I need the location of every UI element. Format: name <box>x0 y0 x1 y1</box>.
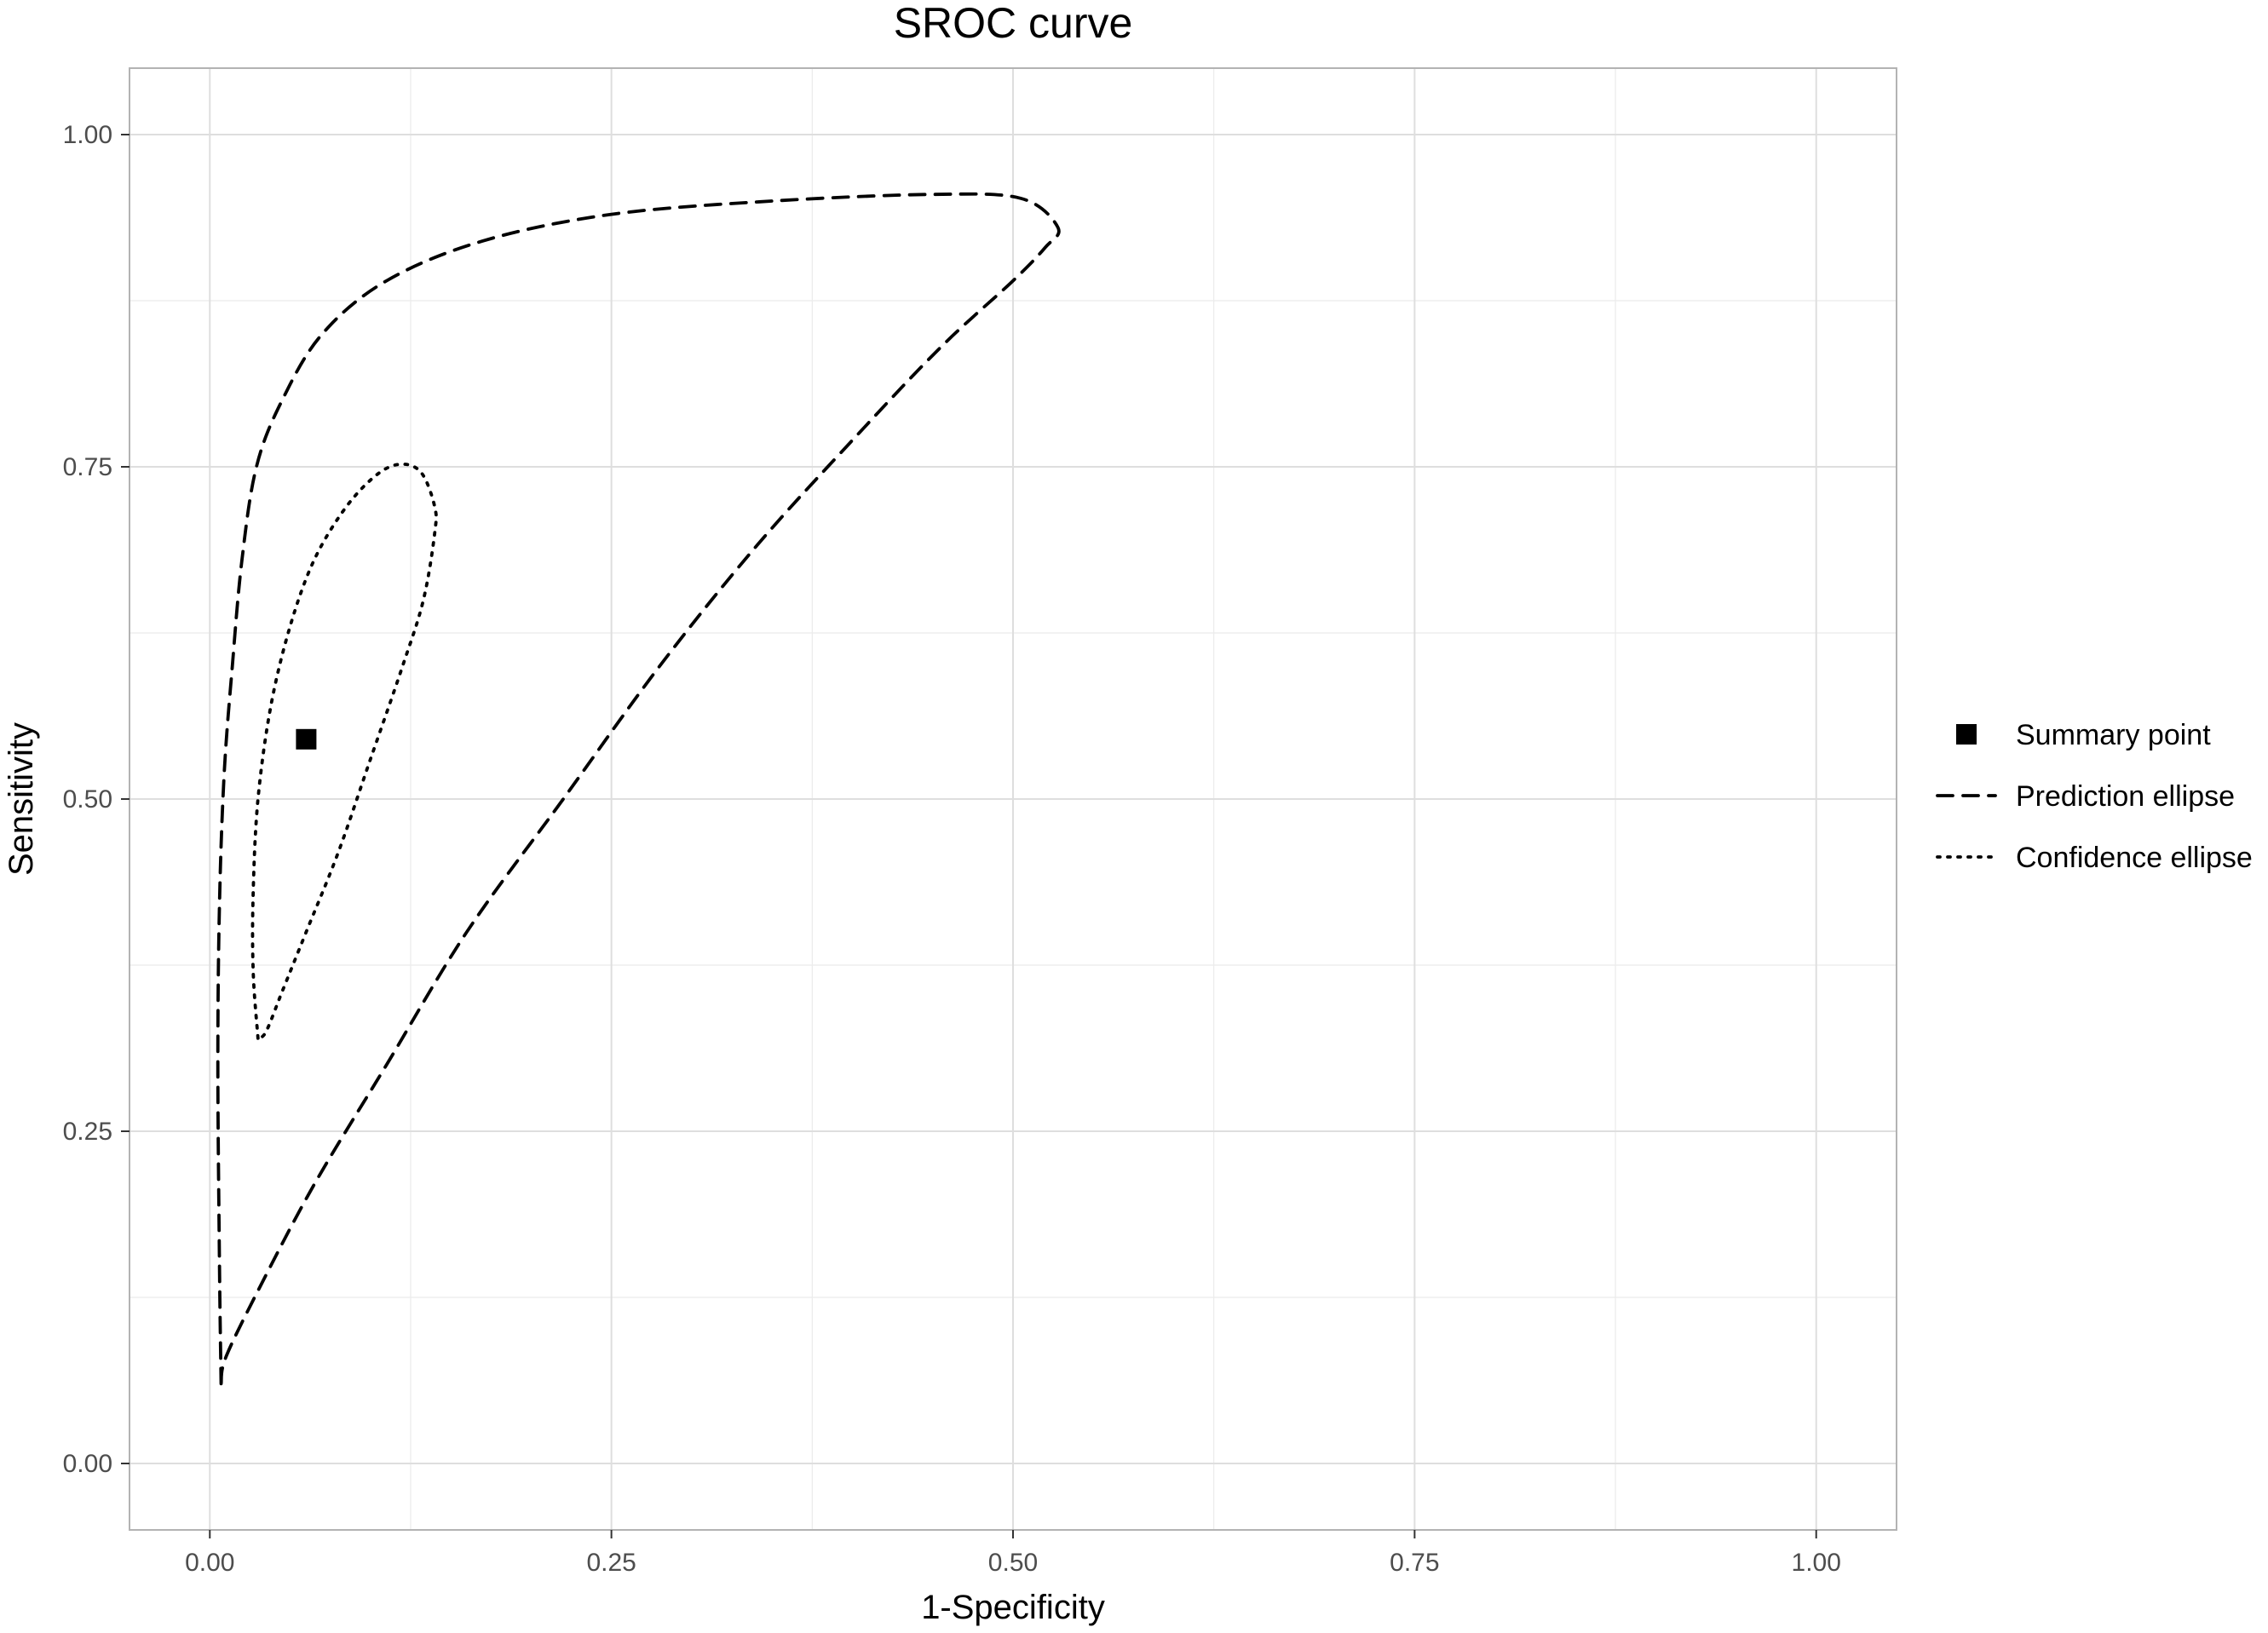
x-tick-label: 1.00 <box>1792 1549 1841 1577</box>
prediction-ellipse-line <box>216 192 1061 1386</box>
legend: Summary point Prediction ellipse Confidenc… <box>1936 719 2253 874</box>
legend-label-summary-point: Summary point <box>2016 719 2211 751</box>
series-layer <box>216 192 1061 1386</box>
legend-label-confidence-ellipse: Confidence ellipse <box>2016 842 2253 874</box>
x-tick-label: 0.00 <box>185 1549 234 1577</box>
y-tick-label: 0.00 <box>63 1450 112 1478</box>
y-tick-label: 1.00 <box>63 121 112 149</box>
legend-key-summary-point <box>1956 724 1977 745</box>
legend-label-prediction-ellipse: Prediction ellipse <box>2016 780 2235 813</box>
x-axis-title: 1-Specificity <box>921 1589 1105 1626</box>
summary-point-marker <box>296 728 317 750</box>
y-tick-label: 0.25 <box>63 1118 112 1146</box>
confidence-ellipse-line <box>250 463 438 1040</box>
x-tick-label: 0.50 <box>988 1549 1038 1577</box>
y-axis-title: Sensitivity <box>3 722 40 876</box>
major-gridlines <box>130 68 1897 1530</box>
x-tick-label: 0.75 <box>1390 1549 1439 1577</box>
y-tick-label: 0.50 <box>63 785 112 814</box>
chart-title: SROC curve <box>894 0 1133 47</box>
y-tick-label: 0.75 <box>63 453 112 481</box>
x-axis-ticks: 0.00 0.25 0.50 0.75 1.00 <box>185 1530 1841 1577</box>
y-axis-ticks: 0.00 0.25 0.50 0.75 1.00 <box>63 121 130 1478</box>
x-tick-label: 0.25 <box>586 1549 636 1577</box>
